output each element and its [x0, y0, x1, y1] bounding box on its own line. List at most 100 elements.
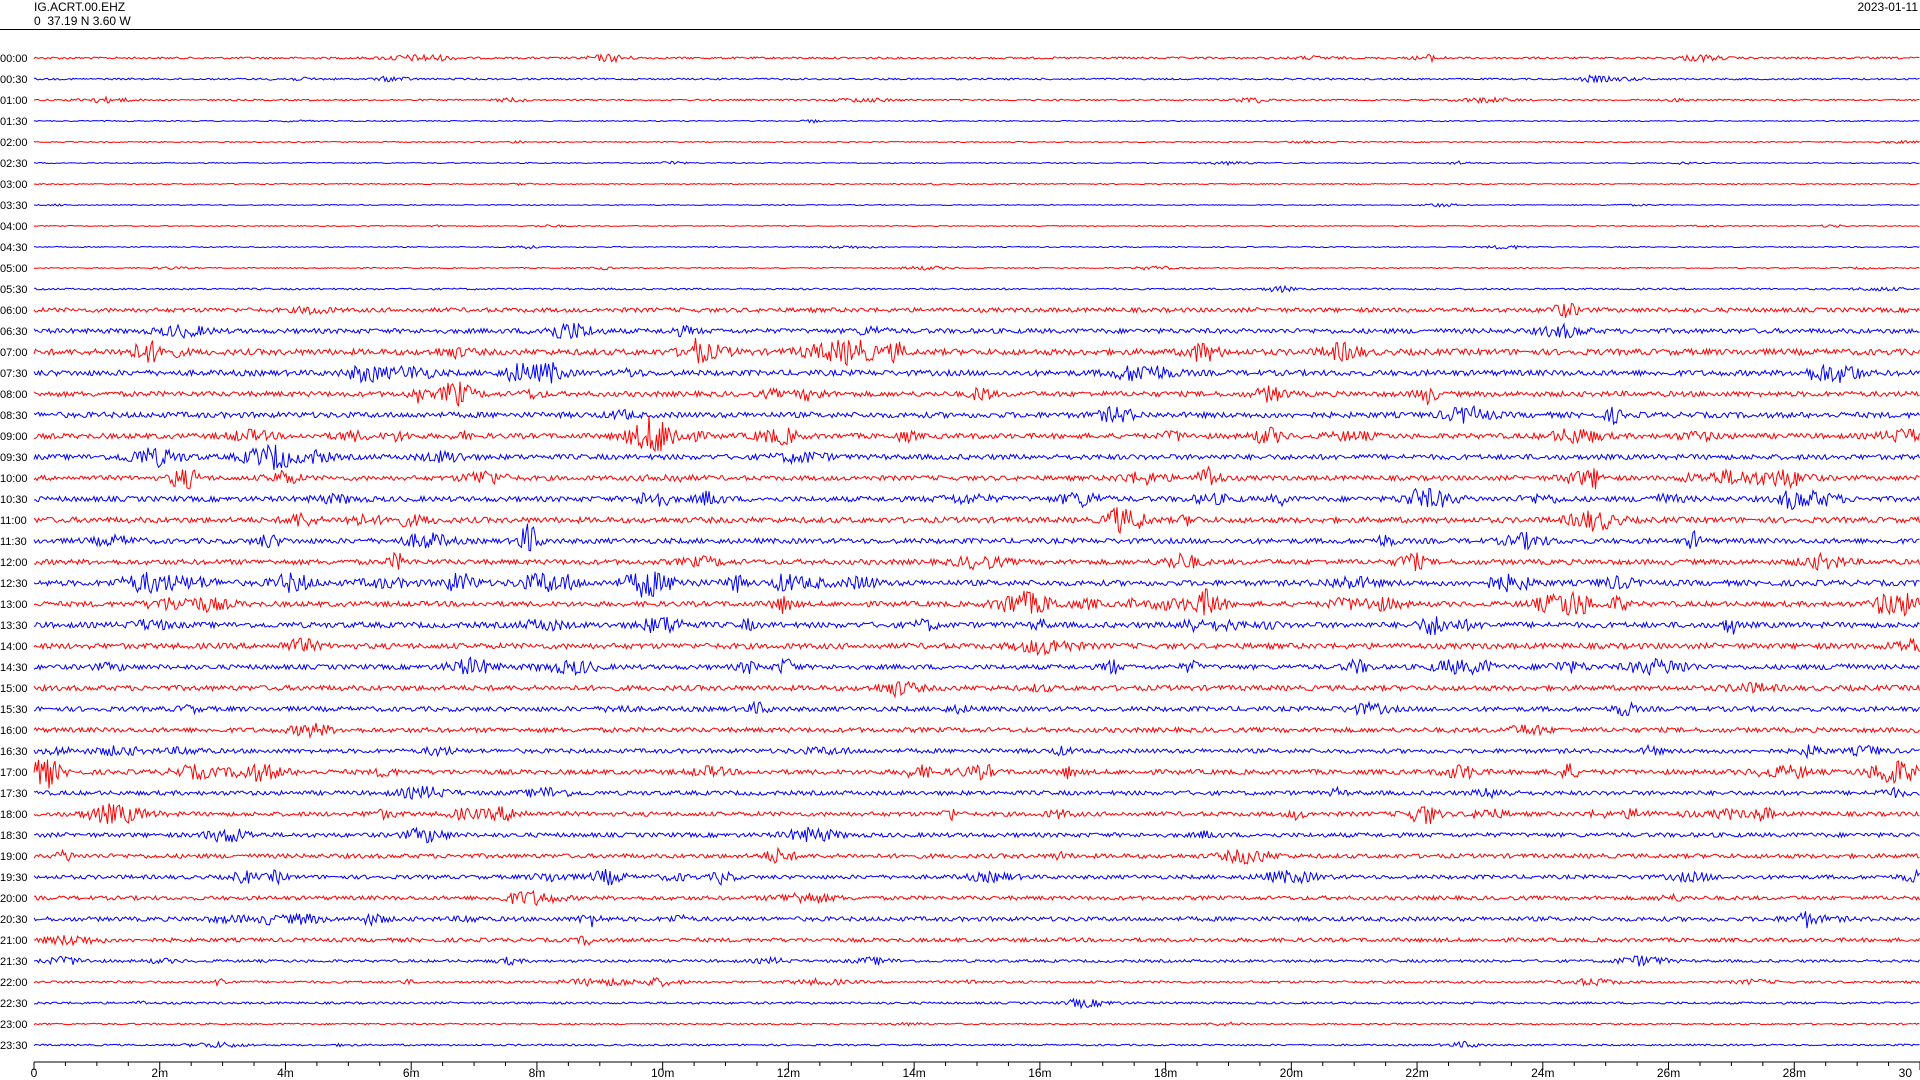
row-time-label: 17:00 — [0, 767, 28, 779]
header-divider — [0, 29, 1920, 30]
trace-row-0100 — [33, 95, 1920, 104]
row-time-label: 19:00 — [0, 851, 28, 863]
x-tick-label: 14m — [902, 1066, 925, 1080]
trace-row-1400 — [33, 637, 1920, 657]
row-time-label: 22:00 — [0, 977, 28, 989]
row-time-label: 15:00 — [0, 683, 28, 695]
trace-row-2030 — [33, 911, 1920, 929]
trace-row-1200 — [33, 551, 1920, 572]
row-time-label: 15:30 — [0, 704, 28, 716]
trace-row-1330 — [33, 616, 1920, 635]
trace-row-1900 — [33, 846, 1920, 865]
row-time-label: 08:30 — [0, 410, 28, 422]
trace-row-1630 — [33, 743, 1920, 760]
row-time-label: 02:30 — [0, 158, 28, 170]
trace-row-0700 — [33, 337, 1920, 367]
trace-row-0130 — [34, 118, 1920, 124]
trace-row-0000 — [33, 53, 1920, 64]
trace-row-1000 — [33, 465, 1920, 490]
station-code: IG.ACRT.00.EHZ — [34, 0, 126, 14]
x-tick-label: 8m — [529, 1066, 546, 1080]
row-time-label: 13:00 — [0, 599, 28, 611]
x-tick-label: 0 — [31, 1066, 38, 1080]
trace-row-0830 — [33, 404, 1920, 426]
row-time-label: 05:30 — [0, 284, 28, 296]
x-tick-label: 26m — [1657, 1066, 1680, 1080]
record-date: 2023-01-11 — [1857, 0, 1919, 14]
trace-row-0030 — [33, 74, 1920, 84]
trace-row-2230 — [33, 997, 1920, 1010]
trace-row-0200 — [33, 139, 1920, 145]
row-time-label: 03:00 — [0, 179, 28, 191]
row-time-label: 23:00 — [0, 1019, 28, 1031]
row-time-label: 13:30 — [0, 620, 28, 632]
row-time-label: 00:00 — [0, 53, 28, 65]
row-time-label: 03:30 — [0, 200, 28, 212]
x-tick-label: 30 — [1899, 1066, 1913, 1080]
row-time-label: 09:00 — [0, 431, 28, 443]
trace-row-0600 — [33, 303, 1920, 318]
x-tick-label: 22m — [1405, 1066, 1428, 1080]
row-time-label: 11:00 — [0, 515, 27, 527]
row-time-label: 23:30 — [0, 1040, 28, 1052]
trace-row-0500 — [33, 265, 1920, 271]
trace-row-1100 — [33, 507, 1920, 535]
trace-row-0330 — [34, 202, 1920, 208]
row-time-label: 06:00 — [0, 305, 28, 317]
row-time-label: 19:30 — [0, 872, 28, 884]
trace-row-0800 — [33, 381, 1920, 407]
row-time-label: 12:30 — [0, 578, 28, 590]
row-time-label: 00:30 — [0, 74, 28, 86]
x-tick-label: 4m — [277, 1066, 294, 1080]
row-time-label: 11:30 — [0, 536, 27, 548]
row-time-label: 02:00 — [0, 137, 28, 149]
trace-row-2130 — [33, 955, 1920, 967]
row-time-label: 20:30 — [0, 914, 28, 926]
trace-row-0230 — [33, 160, 1920, 167]
trace-row-1130 — [33, 523, 1920, 552]
row-time-label: 17:30 — [0, 788, 28, 800]
trace-row-1300 — [33, 588, 1920, 617]
row-time-label: 05:00 — [0, 263, 28, 275]
trace-row-1800 — [33, 803, 1920, 825]
trace-row-0300 — [33, 182, 1920, 186]
trace-row-0400 — [33, 224, 1920, 228]
row-time-label: 07:30 — [0, 368, 28, 380]
trace-row-0730 — [33, 361, 1920, 384]
trace-row-1700 — [33, 759, 1920, 789]
row-time-label: 21:30 — [0, 956, 28, 968]
station-coordinates: 0 37.19 N 3.60 W — [34, 14, 131, 28]
row-time-label: 06:30 — [0, 326, 28, 338]
row-time-label: 08:00 — [0, 389, 28, 401]
trace-row-1500 — [33, 680, 1920, 699]
trace-row-0630 — [33, 322, 1920, 340]
header: IG.ACRT.00.EHZ 0 37.19 N 3.60 W 2023-01-… — [0, 0, 1920, 30]
trace-row-1230 — [33, 571, 1920, 598]
x-tick-label: 20m — [1280, 1066, 1303, 1080]
row-time-label: 18:00 — [0, 809, 28, 821]
trace-row-2000 — [33, 889, 1920, 907]
trace-row-1830 — [33, 826, 1920, 844]
row-time-label: 04:00 — [0, 221, 28, 233]
trace-row-0930 — [33, 443, 1920, 471]
x-tick-label: 6m — [403, 1066, 420, 1080]
row-time-label: 18:30 — [0, 830, 28, 842]
row-time-label: 09:30 — [0, 452, 28, 464]
x-tick-label: 16m — [1028, 1066, 1051, 1080]
trace-row-1930 — [33, 868, 1920, 886]
row-time-label: 10:00 — [0, 473, 28, 485]
row-time-label: 07:00 — [0, 347, 28, 359]
x-tick-label: 24m — [1531, 1066, 1554, 1080]
trace-row-2300 — [33, 1021, 1920, 1027]
trace-row-2200 — [33, 976, 1920, 988]
trace-row-0530 — [33, 284, 1920, 294]
row-time-label: 16:30 — [0, 746, 28, 758]
trace-row-2330 — [33, 1040, 1920, 1049]
trace-row-1600 — [33, 722, 1920, 739]
x-tick-label: 18m — [1154, 1066, 1177, 1080]
x-tick-label: 12m — [777, 1066, 800, 1080]
x-tick-label: 10m — [651, 1066, 674, 1080]
trace-row-1030 — [33, 487, 1920, 511]
row-time-label: 12:00 — [0, 557, 28, 569]
